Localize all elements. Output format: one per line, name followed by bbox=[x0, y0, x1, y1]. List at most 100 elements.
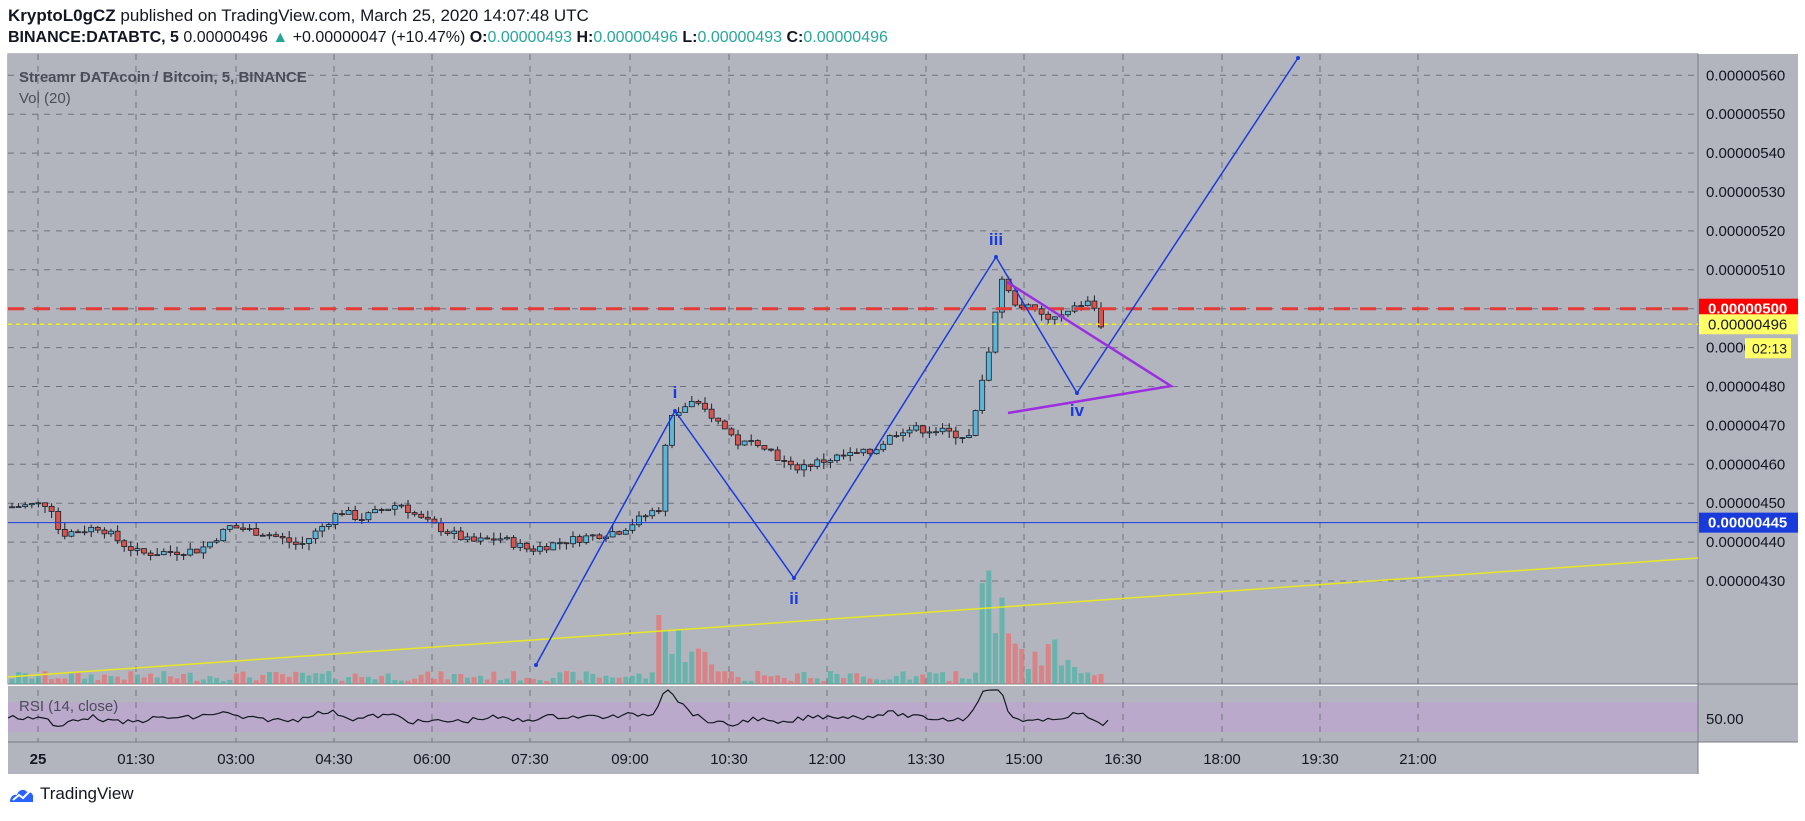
candle-body-50 bbox=[339, 513, 345, 516]
volume-bar-161 bbox=[1072, 667, 1078, 684]
candle-body-51 bbox=[345, 509, 352, 515]
volume-bar-55 bbox=[372, 679, 378, 684]
candle-body-83 bbox=[556, 542, 563, 545]
volume-bar-107 bbox=[715, 671, 721, 684]
candle-body-54 bbox=[365, 512, 372, 521]
svg-text:0.00000445: 0.00000445 bbox=[1708, 515, 1787, 532]
candle-body-150 bbox=[999, 278, 1005, 313]
candle-body-118 bbox=[787, 460, 794, 466]
volume-bar-91 bbox=[610, 677, 616, 684]
volume-bar-2 bbox=[22, 673, 28, 684]
time-tick-5: 07:30 bbox=[511, 751, 549, 768]
volume-bar-136 bbox=[907, 679, 913, 684]
candle-body-120 bbox=[801, 464, 807, 471]
candle-body-2 bbox=[22, 504, 29, 507]
candle-body-6 bbox=[48, 506, 55, 512]
volume-bar-106 bbox=[709, 664, 715, 684]
price-pane[interactable] bbox=[8, 54, 1698, 684]
candle-body-39 bbox=[266, 534, 273, 537]
volume-bar-117 bbox=[781, 677, 787, 684]
tradingview-logo[interactable]: TradingView bbox=[8, 784, 134, 804]
volume-bar-122 bbox=[814, 678, 820, 684]
current-price-label: 0.00000496 bbox=[1699, 314, 1798, 335]
time-tick-2: 03:00 bbox=[217, 751, 255, 768]
candle-body-63 bbox=[424, 516, 431, 520]
chart-legend-title[interactable]: Streamr DATAcoin / Bitcoin, 5, BINANCE bbox=[19, 69, 307, 86]
volume-bar-135 bbox=[900, 671, 906, 684]
rsi-path bbox=[7, 689, 1109, 728]
volume-bar-97 bbox=[649, 672, 655, 684]
wave-point-1 bbox=[673, 409, 677, 413]
time-tick-13: 19:30 bbox=[1301, 751, 1339, 768]
elliott-wave-path[interactable] bbox=[535, 57, 1299, 666]
candle-body-73 bbox=[490, 538, 497, 541]
volume-bar-124 bbox=[827, 671, 833, 684]
candle-body-158 bbox=[1051, 316, 1058, 320]
time-tick-11: 16:30 bbox=[1104, 751, 1142, 768]
candle-body-110 bbox=[735, 434, 741, 446]
time-tick-7: 10:30 bbox=[710, 751, 748, 768]
candle-body-107 bbox=[715, 417, 722, 422]
volume-legend[interactable]: Vol (20) bbox=[19, 90, 71, 107]
candle-body-140 bbox=[933, 431, 939, 434]
volume-bar-76 bbox=[511, 671, 517, 684]
candle-body-4 bbox=[35, 502, 42, 505]
volume-bar-38 bbox=[260, 674, 266, 684]
candle-body-48 bbox=[325, 524, 332, 527]
candle-body-89 bbox=[596, 534, 603, 540]
candle-body-148 bbox=[985, 351, 992, 381]
candle-body-134 bbox=[893, 435, 900, 437]
triangle-pattern[interactable] bbox=[1006, 280, 1175, 415]
volume-bar-144 bbox=[959, 678, 965, 684]
candle-body-79 bbox=[530, 548, 537, 552]
volume-bar-83 bbox=[557, 672, 563, 684]
volume-bar-138 bbox=[920, 674, 926, 684]
volume-bar-52 bbox=[352, 673, 358, 684]
candle-body-42 bbox=[286, 537, 293, 543]
candle-body-24 bbox=[167, 551, 174, 553]
volume-bar-125 bbox=[834, 673, 840, 684]
volume-bar-82 bbox=[550, 677, 556, 684]
publish-info: KryptoL0gCZ published on TradingView.com… bbox=[8, 6, 589, 26]
volume-bar-45 bbox=[306, 675, 312, 684]
open-key: O: bbox=[469, 29, 488, 46]
candle-body-35 bbox=[240, 527, 246, 530]
candle-body-69 bbox=[464, 536, 471, 541]
time-axis[interactable] bbox=[8, 742, 1698, 774]
rsi-legend[interactable]: RSI (14, close) bbox=[19, 698, 118, 715]
volume-bar-87 bbox=[583, 671, 589, 684]
candle-body-0 bbox=[9, 506, 15, 509]
wave-label-ii: ii bbox=[789, 589, 798, 608]
rsi-tick-50: 50.00 bbox=[1706, 711, 1744, 728]
candle-body-136 bbox=[906, 429, 913, 434]
candle-body-53 bbox=[358, 519, 365, 521]
candle-body-130 bbox=[867, 448, 873, 455]
countdown-label: 02:13 bbox=[1745, 338, 1791, 359]
volume-bar-31 bbox=[214, 678, 220, 684]
volume-bar-102 bbox=[682, 661, 688, 684]
volume-bar-69 bbox=[464, 677, 470, 684]
candle-body-135 bbox=[900, 432, 906, 436]
candle-body-29 bbox=[200, 546, 207, 554]
price-axis[interactable] bbox=[1698, 54, 1798, 742]
volume-bar-70 bbox=[471, 677, 477, 684]
volume-bar-61 bbox=[412, 678, 418, 684]
volume-bar-103 bbox=[689, 651, 695, 684]
candle-body-141 bbox=[939, 427, 946, 433]
volume-bar-17 bbox=[121, 679, 127, 684]
volume-bar-66 bbox=[445, 679, 451, 684]
trend-line[interactable] bbox=[7, 557, 1699, 678]
svg-text:02:13: 02:13 bbox=[1752, 340, 1787, 356]
volume-bar-63 bbox=[425, 671, 431, 684]
volume-bar-157 bbox=[1045, 644, 1051, 684]
volume-bar-149 bbox=[992, 633, 998, 684]
price-tick-9: 0.00000520 bbox=[1706, 223, 1785, 240]
candle-body-7 bbox=[55, 511, 62, 530]
price-tick-11: 0.00000540 bbox=[1706, 145, 1785, 162]
volume-bar-79 bbox=[530, 678, 536, 684]
last-price: 0.00000496 bbox=[183, 29, 268, 46]
candle-body-105 bbox=[702, 402, 708, 410]
candle-body-96 bbox=[642, 515, 649, 518]
author-name[interactable]: KryptoL0gCZ bbox=[8, 6, 116, 25]
